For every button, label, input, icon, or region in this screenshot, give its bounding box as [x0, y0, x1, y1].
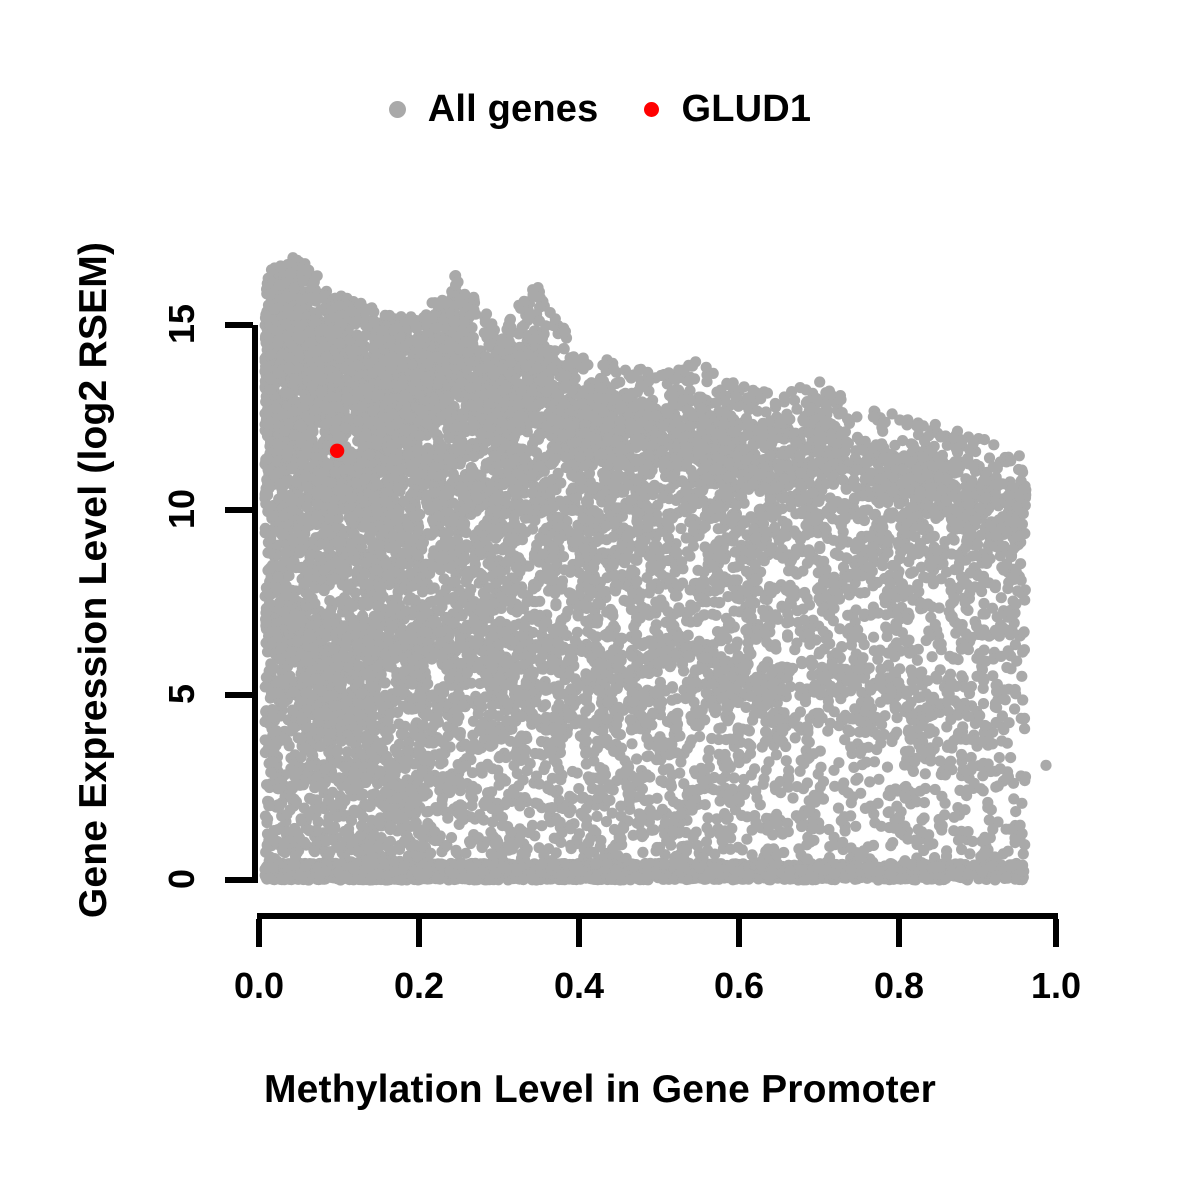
legend-marker-glud1-icon	[644, 101, 660, 117]
data-point-glud1	[329, 443, 345, 458]
x-axis-tick-0.0	[256, 919, 262, 947]
x-axis-line	[257, 913, 1058, 919]
x-axis-tick-label-0.4: 0.4	[553, 965, 605, 1006]
legend-marker-all-genes-icon	[388, 100, 406, 118]
legend-label-all-genes: All genes	[427, 87, 599, 130]
y-axis-tick-0	[225, 877, 253, 883]
y-axis-line	[252, 325, 258, 883]
x-axis-tick-label-0.6: 0.6	[713, 965, 765, 1006]
chart-legend: All genes GLUD1	[0, 78, 1200, 140]
series-all-genes	[259, 252, 1052, 886]
x-axis-title: Methylation Level in Gene Promoter	[263, 1068, 937, 1111]
y-axis-tick-label-15: 15	[161, 303, 202, 345]
x-axis-tick-label-0.0: 0.0	[233, 965, 285, 1006]
x-axis-tick-0.2	[416, 919, 422, 947]
y-axis-tick-label-5: 5	[161, 683, 202, 705]
y-axis-tick-10	[225, 507, 253, 513]
x-axis-tick-label-0.8: 0.8	[873, 965, 925, 1006]
y-axis-title: Gene Expression Level (log2 RSEM)	[72, 241, 115, 919]
x-axis-tick-1.0	[1053, 919, 1059, 947]
legend-entry-all-genes: All genes	[388, 87, 599, 131]
y-axis-tick-5	[225, 692, 253, 698]
y-axis-tick-label-10: 10	[161, 488, 202, 530]
series-glud1	[329, 443, 345, 458]
legend-entry-glud1: GLUD1	[644, 88, 811, 131]
x-axis-tick-0.6	[736, 919, 742, 947]
legend-label-glud1: GLUD1	[681, 87, 812, 130]
x-axis-tick-label-1.0: 1.0	[1030, 965, 1082, 1006]
y-axis-tick-label-0: 0	[161, 868, 202, 890]
x-axis-tick-0.4	[576, 919, 582, 947]
x-axis-tick-0.8	[896, 919, 902, 947]
y-axis-tick-15	[225, 322, 253, 328]
x-axis-tick-label-0.2: 0.2	[393, 965, 445, 1006]
